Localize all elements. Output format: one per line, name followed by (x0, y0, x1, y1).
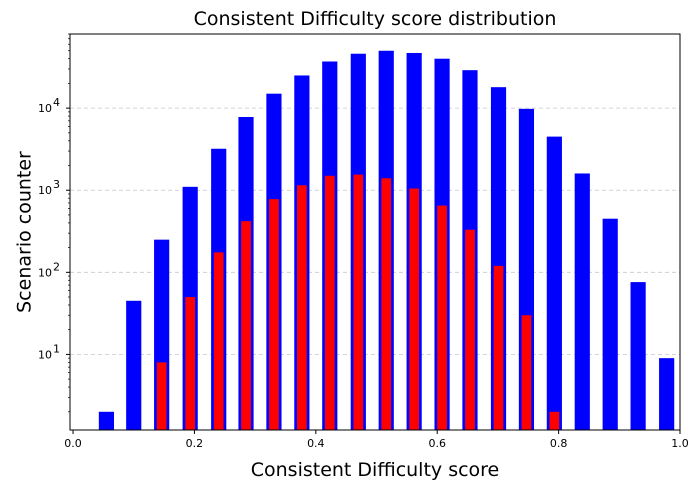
bar-s0-0 (98, 411, 115, 430)
y-tick-exponent-1: 2 (53, 260, 60, 273)
y-tick-exponent-3: 4 (53, 96, 60, 109)
bars (98, 50, 675, 431)
bar-s0-19 (630, 282, 646, 430)
bar-s1-14 (549, 411, 560, 430)
bar-s1-7 (353, 174, 364, 430)
x-tick-label-4: 0.8 (550, 437, 568, 450)
bar-s1-2 (213, 252, 224, 430)
x-tick-label-5: 1.0 (671, 437, 689, 450)
x-tick-label-1: 0.2 (186, 437, 204, 450)
bar-s0-17 (574, 173, 590, 430)
y-axis-title: Scenario counter (14, 151, 36, 313)
y-tick-label-3: 10 (38, 102, 52, 115)
x-tick-label-0: 0.0 (64, 437, 82, 450)
bar-s1-9 (409, 188, 420, 430)
bar-s1-13 (521, 315, 532, 430)
chart-title: Consistent Difficulty score distribution (194, 8, 557, 30)
x-axis-title: Consistent Difficulty score (251, 459, 500, 481)
x-axis-ticks: 0.0 0.2 0.4 0.6 0.8 1.0 (64, 430, 689, 450)
bar-s1-8 (381, 178, 392, 430)
x-tick-label-3: 0.6 (428, 437, 446, 450)
bar-s0-16 (546, 136, 562, 430)
y-tick-label-0: 10 (38, 348, 52, 361)
bar-s1-3 (241, 221, 251, 430)
bar-s1-5 (297, 185, 307, 430)
x-tick-label-2: 0.4 (307, 437, 325, 450)
y-tick-exponent-2: 3 (53, 178, 60, 191)
bar-s1-10 (437, 205, 447, 430)
y-tick-exponent-0: 1 (53, 342, 60, 355)
y-tick-label-2: 10 (38, 184, 52, 197)
bar-s1-1 (185, 297, 196, 430)
y-tick-label-1: 10 (38, 266, 52, 279)
bar-s1-4 (269, 199, 279, 430)
bar-s1-6 (324, 175, 335, 430)
bar-s0-1 (126, 300, 142, 430)
bar-s0-20 (659, 358, 675, 430)
plot-frame (69, 33, 681, 431)
bar-s0-18 (602, 218, 618, 430)
bar-s1-11 (465, 229, 475, 430)
bar-s1-0 (156, 362, 167, 430)
grid-lines (70, 107, 680, 355)
bar-s1-12 (493, 265, 504, 430)
